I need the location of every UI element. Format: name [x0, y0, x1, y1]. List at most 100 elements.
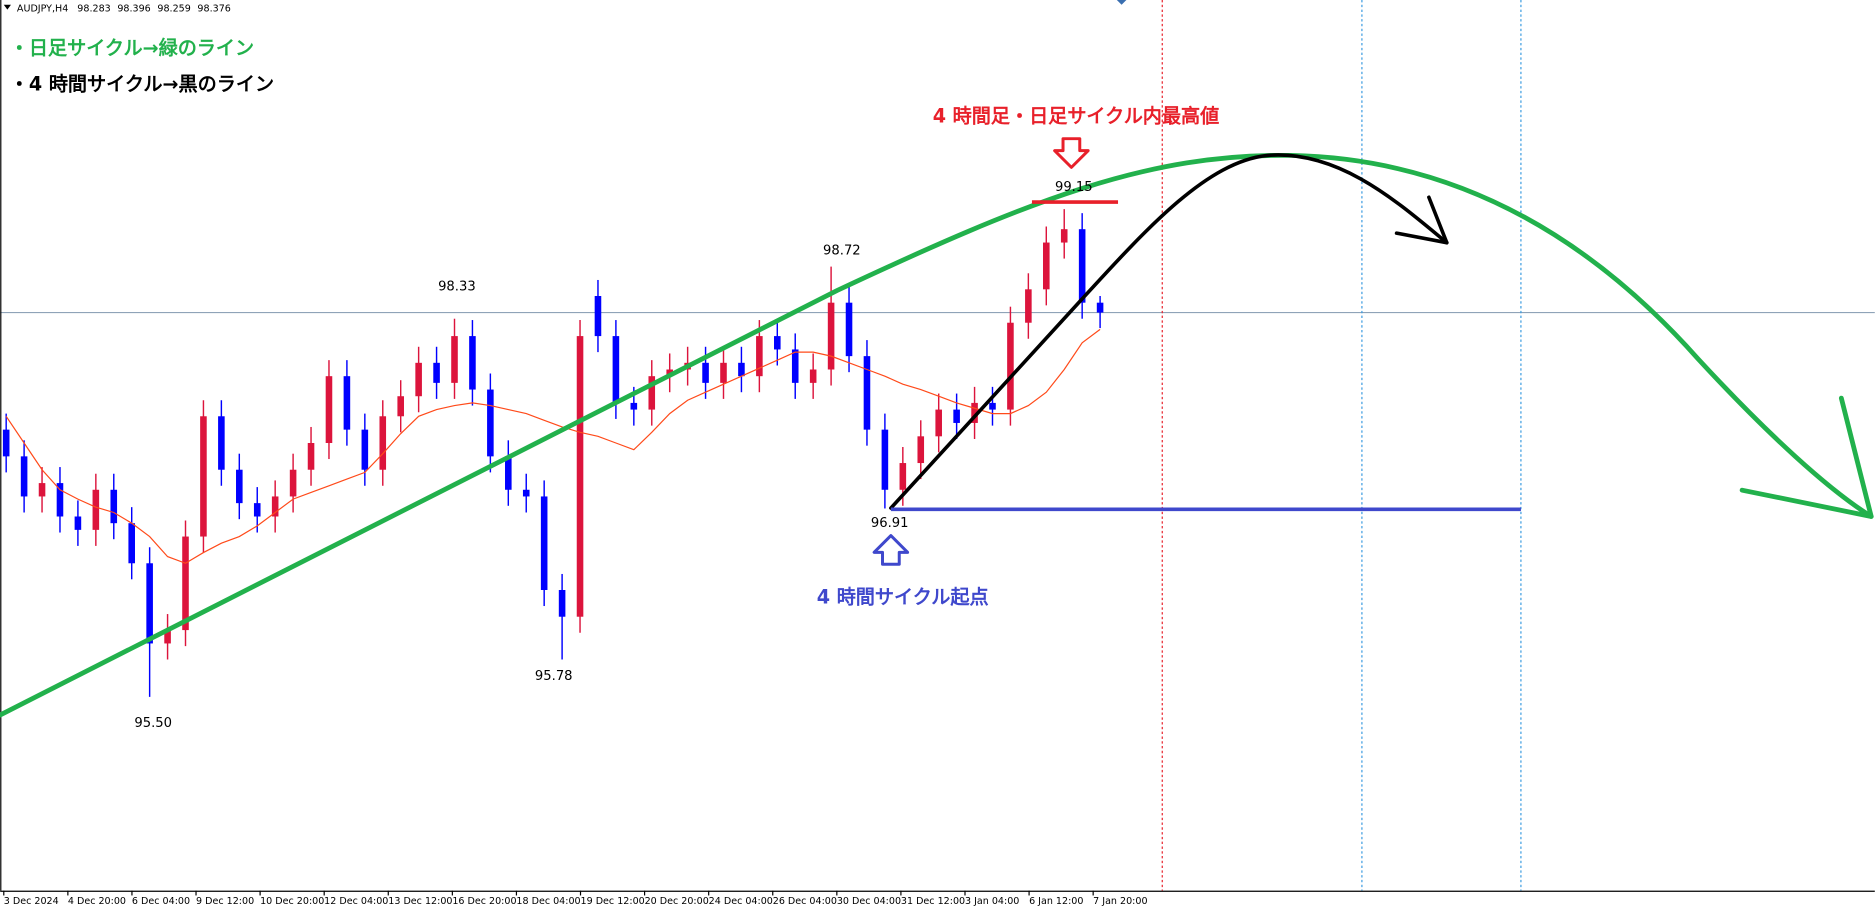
candle-body [738, 362, 745, 377]
candle-body [576, 336, 584, 617]
candle-body [271, 496, 279, 517]
x-tick-label: 6 Dec 04:00 [132, 896, 190, 907]
candle-body [612, 336, 620, 403]
start-note: 4 時間サイクル起点 [817, 585, 989, 608]
x-tick-label: 3 Dec 2024 [4, 896, 59, 907]
candle-body [289, 469, 297, 497]
x-tick-label: 4 Dec 20:00 [68, 896, 126, 907]
candle-body [397, 396, 404, 417]
candle-body [845, 302, 853, 357]
candle-body [325, 376, 333, 443]
moving-average [5, 328, 1101, 564]
x-tick-label: 31 Dec 12:00 [901, 896, 965, 907]
x-tick-label: 24 Dec 04:00 [709, 896, 773, 907]
x-tick-label: 9 Dec 12:00 [196, 896, 254, 907]
x-tick-label: 20 Dec 20:00 [645, 896, 709, 907]
candle-body [558, 589, 566, 617]
candle-body [648, 376, 656, 410]
header-triangle [3, 4, 11, 10]
candle-body [756, 336, 763, 377]
candle-body [2, 429, 10, 457]
x-tick-label: 19 Dec 12:00 [581, 896, 645, 907]
candle-body [415, 362, 422, 397]
price-label: 95.78 [535, 669, 573, 684]
candle-body [56, 483, 64, 517]
candle-body [164, 630, 171, 644]
candle-body [218, 416, 225, 470]
candle-body [540, 496, 548, 590]
x-tick-label: 13 Dec 12:00 [388, 896, 452, 907]
peak-note: 4 時間足・日足サイクル内最高値 [933, 105, 1220, 128]
candle-body [236, 469, 243, 504]
candle-body [128, 523, 135, 564]
price-label: 96.91 [871, 516, 909, 531]
price-label: 95.50 [134, 716, 172, 731]
daily-cycle-arrowhead [1739, 395, 1874, 519]
candle-body [343, 376, 351, 430]
candle-body [307, 442, 315, 470]
x-tick-label: 12 Dec 04:00 [324, 896, 388, 907]
candle-body [253, 503, 261, 517]
symbol: AUDJPY,H4 [17, 3, 68, 14]
x-tick-label: 10 Dec 20:00 [260, 896, 324, 907]
candle-body [182, 536, 189, 631]
candle-body [720, 362, 727, 383]
x-tick-label: 30 Dec 04:00 [837, 896, 901, 907]
candle-body [881, 429, 889, 490]
header: AUDJPY,H4 98.283 98.396 98.259 98.376 [17, 3, 231, 14]
candle-body [451, 336, 458, 383]
high-price: 98.396 [117, 3, 150, 14]
candle-body [1007, 322, 1014, 410]
candle-body [433, 362, 440, 383]
candle-body [899, 463, 907, 490]
start-arrow [872, 534, 910, 566]
four-hour-cycle-line [889, 153, 1449, 510]
x-tick-label: 16 Dec 20:00 [452, 896, 516, 907]
candle-body [74, 516, 82, 530]
candle-body [200, 416, 207, 537]
low-price: 98.259 [157, 3, 190, 14]
peak-arrow [1053, 137, 1090, 169]
x-tick-label: 6 Jan 12:00 [1029, 896, 1083, 907]
candle-body [791, 349, 799, 383]
candle-body [953, 409, 960, 423]
price-label: 98.72 [823, 244, 861, 259]
candle-body [505, 456, 512, 490]
candle-body [917, 436, 925, 464]
candle-body [935, 409, 942, 437]
candle-body [630, 402, 638, 410]
x-tick-label: 26 Dec 04:00 [773, 896, 837, 907]
candle-body [469, 336, 476, 390]
candle-body [522, 489, 530, 497]
candle-body [809, 369, 817, 383]
candle-body [971, 402, 978, 423]
x-tick-label: 3 Jan 04:00 [965, 896, 1019, 907]
candle-body [92, 489, 100, 530]
legend-daily: ・日足サイクル→緑のライン [10, 37, 254, 60]
candle-body [20, 456, 28, 497]
candle-body [361, 429, 369, 470]
candle-body [702, 362, 709, 383]
candle-body [827, 302, 835, 370]
x-tick-label: 7 Jan 20:00 [1093, 896, 1147, 907]
candle-body [487, 389, 494, 457]
candle-body [146, 563, 153, 644]
candle-body [379, 416, 387, 470]
shift-marker [1116, 0, 1127, 5]
candle-body [38, 483, 46, 497]
close-price: 98.376 [197, 3, 230, 14]
plot-area [0, 209, 1875, 697]
candle-body [863, 356, 871, 430]
candle-body [1025, 289, 1032, 323]
candle-body [774, 336, 781, 350]
candle-body [1060, 229, 1068, 243]
candle-body [989, 402, 996, 410]
four-hour-cycle-arrowhead [1394, 195, 1449, 245]
legend-4h: ・4 時間サイクル→黒のライン [10, 72, 274, 95]
open-price: 98.283 [77, 3, 110, 14]
price-label: 99.15 [1055, 180, 1093, 195]
candle-body [1043, 242, 1050, 290]
x-tick-label: 18 Dec 04:00 [516, 896, 580, 907]
